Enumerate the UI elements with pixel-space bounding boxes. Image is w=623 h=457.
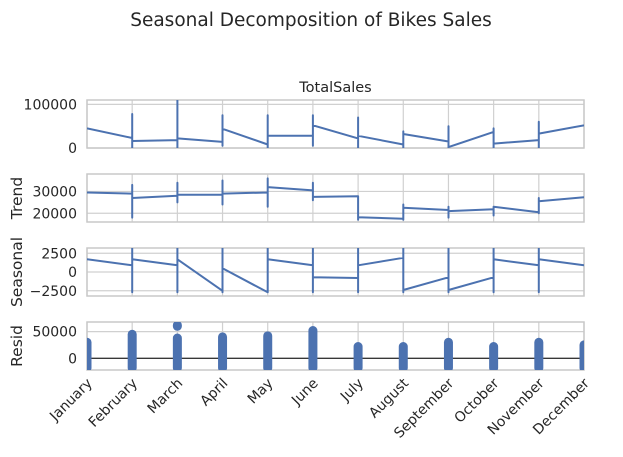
figure-title: Seasonal Decomposition of Bikes Sales bbox=[130, 10, 492, 31]
y-tick-label: 0 bbox=[68, 351, 77, 367]
x-tick-label: March bbox=[145, 376, 186, 417]
subplot-title: TotalSales bbox=[298, 80, 371, 96]
series-line bbox=[87, 177, 584, 221]
axes-frame bbox=[86, 99, 585, 149]
y-tick-label: 50000 bbox=[32, 325, 77, 341]
x-tick-label: June bbox=[288, 376, 322, 410]
x-tick-label: July bbox=[337, 376, 367, 406]
y-tick-label: −2500 bbox=[30, 284, 77, 300]
x-tick-label: February bbox=[86, 376, 141, 431]
y-tick-label: 0 bbox=[68, 265, 77, 281]
subplot-seasonal: −2500 0 2500 Seasonal bbox=[8, 237, 585, 307]
x-tick-label: August bbox=[366, 375, 412, 421]
subplot-panels: 0 100000 TotalSales 20000 30000 Trend −2500 0 25… bbox=[8, 80, 585, 371]
plot-area bbox=[87, 248, 584, 294]
axes-frame bbox=[86, 247, 585, 297]
axes-frame bbox=[86, 173, 585, 223]
y-tick-label: 2500 bbox=[41, 246, 77, 262]
axes-frame bbox=[86, 321, 585, 371]
y-tick-label: 20000 bbox=[32, 206, 77, 222]
plot-area bbox=[87, 100, 584, 148]
series-line bbox=[87, 248, 584, 294]
y-axis-label: Seasonal bbox=[8, 237, 26, 307]
subplot-resid: 0 50000 Resid bbox=[8, 321, 585, 371]
subplot-observed: 0 100000 TotalSales bbox=[24, 80, 585, 157]
subplot-trend: 20000 30000 Trend bbox=[8, 173, 585, 223]
y-tick-label: 30000 bbox=[32, 184, 77, 200]
y-tick-label: 0 bbox=[68, 141, 77, 157]
y-tick-label: 100000 bbox=[24, 97, 77, 113]
plot-area bbox=[87, 177, 584, 221]
x-tick-label: May bbox=[245, 376, 277, 408]
y-axis-label: Resid bbox=[8, 325, 26, 367]
series-line bbox=[87, 100, 584, 148]
x-tick-label: April bbox=[197, 376, 231, 410]
y-axis-label: Trend bbox=[8, 177, 26, 220]
plot-area bbox=[87, 322, 584, 370]
